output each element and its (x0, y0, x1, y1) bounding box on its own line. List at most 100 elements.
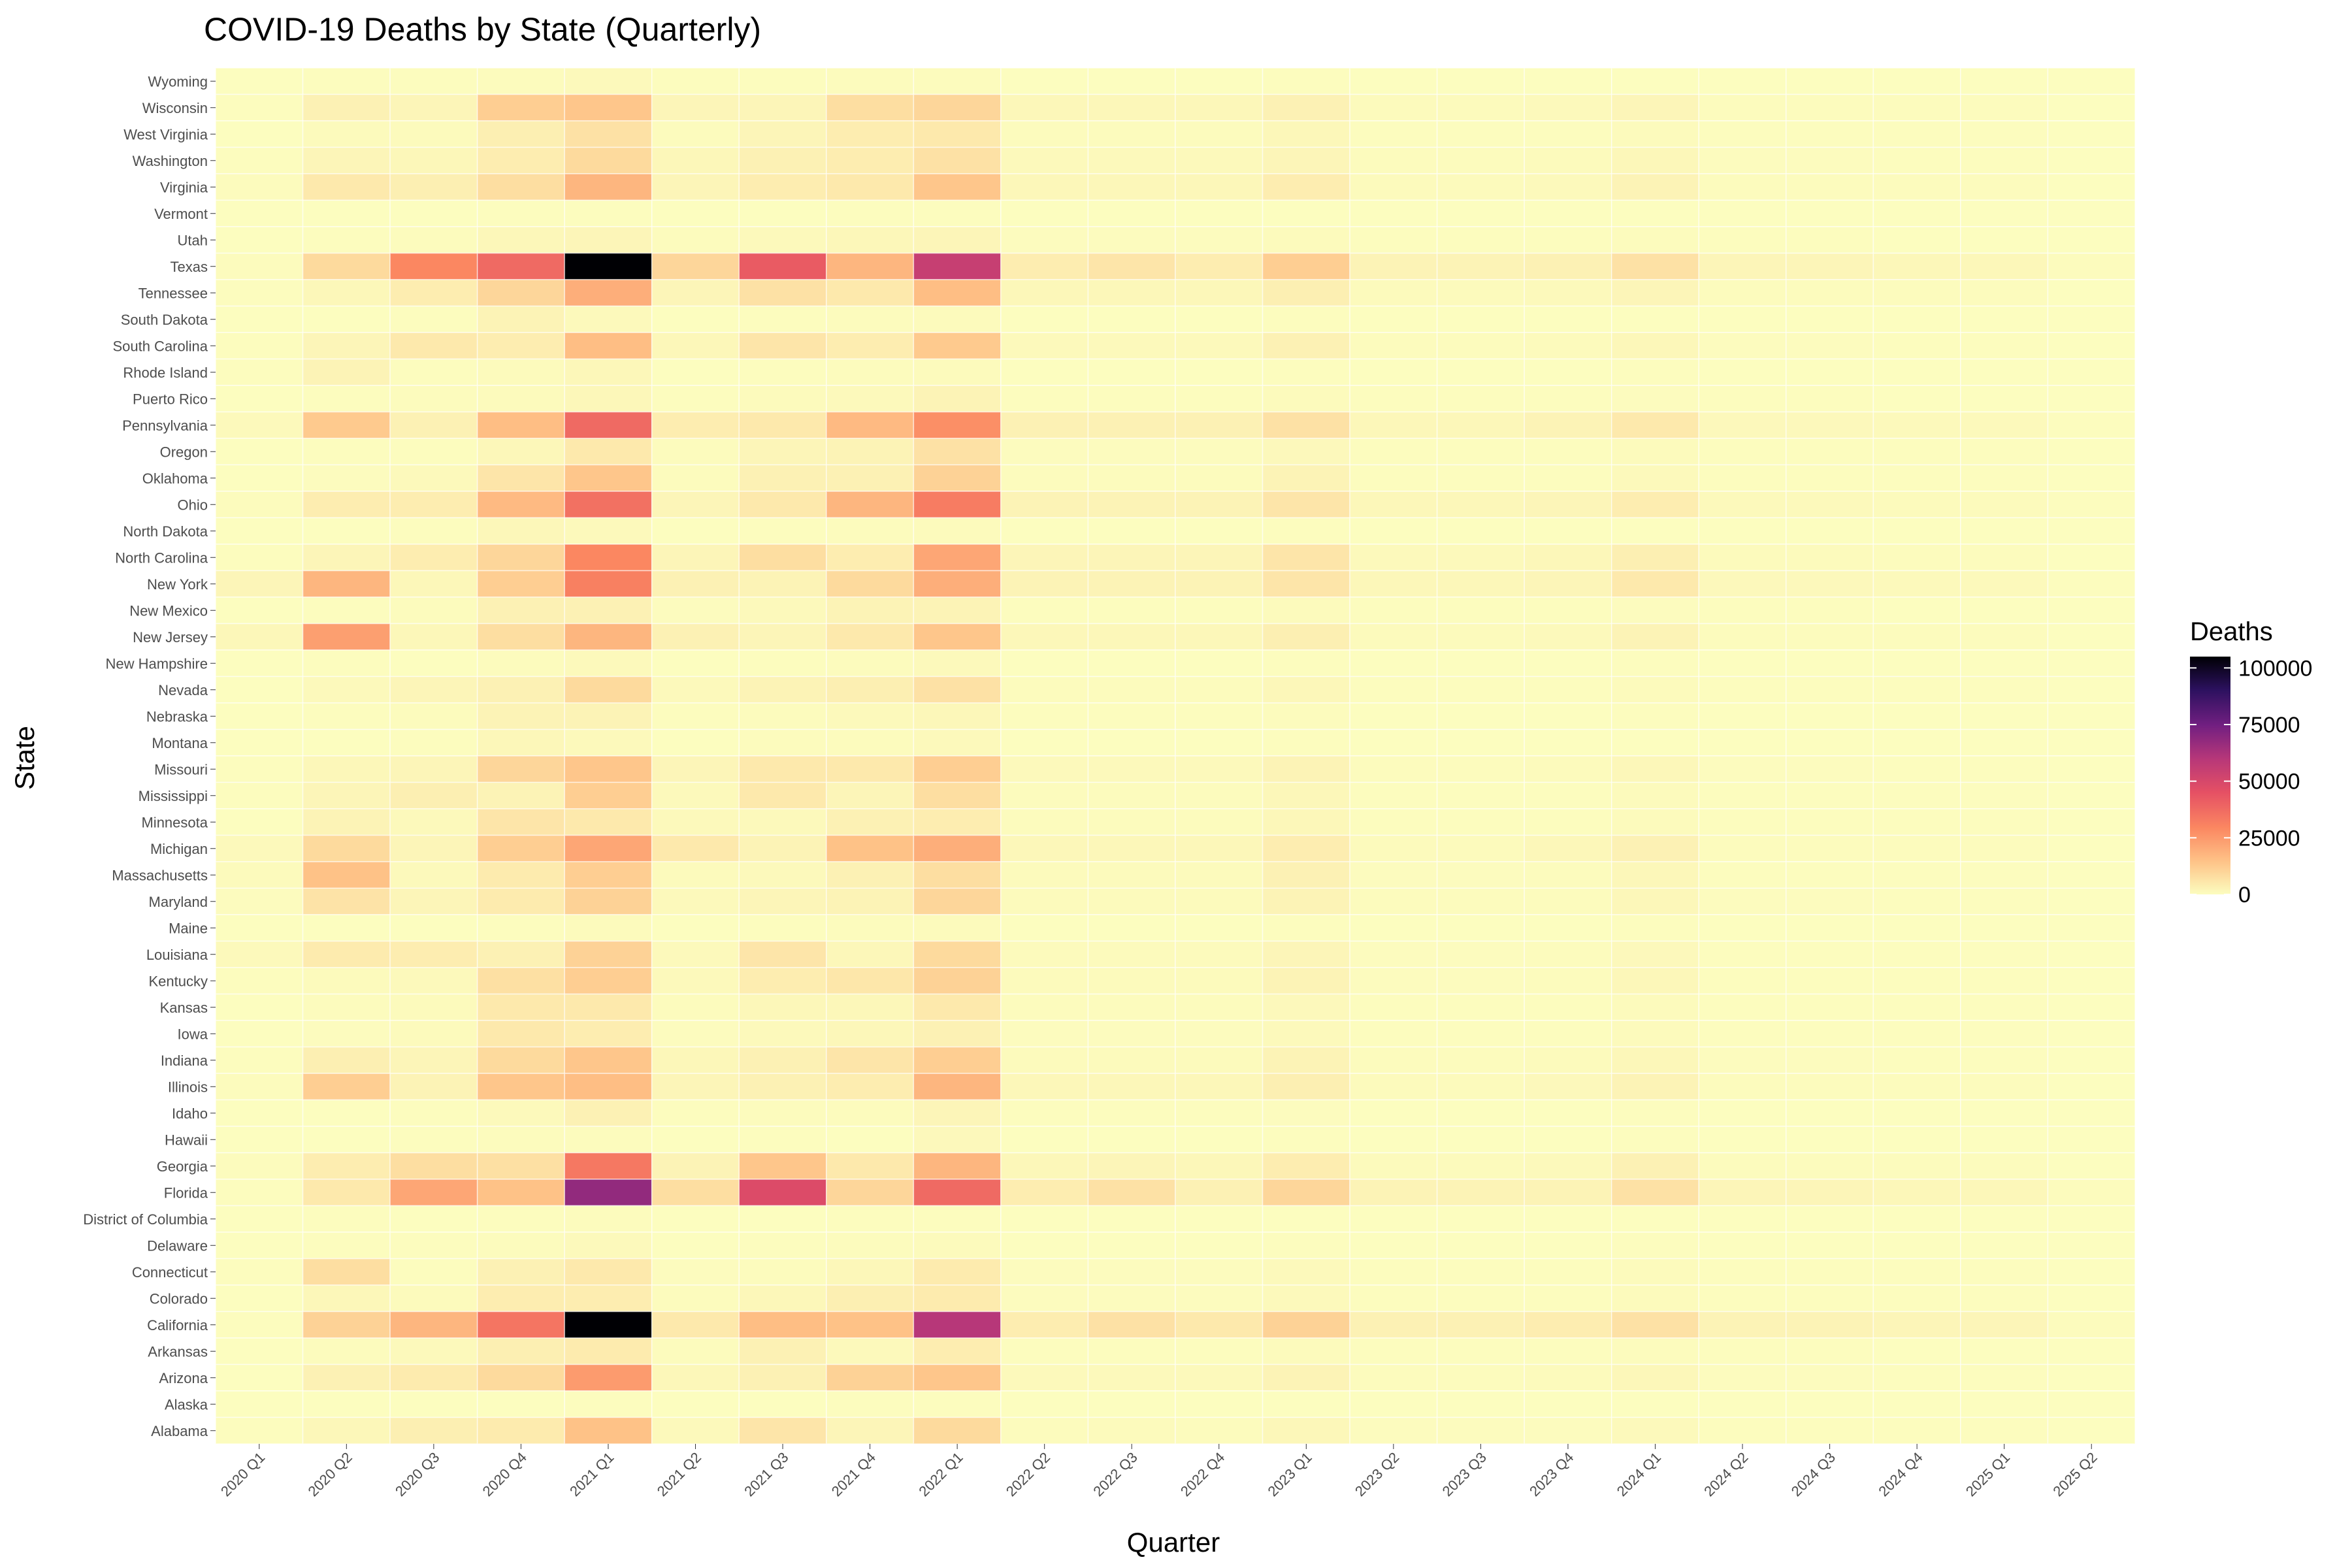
heatmap-cell (651, 438, 740, 466)
heatmap-cell (476, 1258, 565, 1286)
heatmap-cell (1436, 728, 1525, 757)
heatmap-cell (826, 728, 915, 757)
heatmap-cell (1610, 279, 1700, 307)
heatmap-cell (1960, 517, 2049, 545)
heatmap-cell (1610, 1046, 1700, 1074)
heatmap-cell (1175, 411, 1264, 439)
heatmap-cell (738, 649, 827, 678)
heatmap-cell (1786, 1258, 1874, 1286)
heatmap-cell (651, 332, 740, 360)
heatmap-cell (738, 887, 827, 915)
heatmap-cell (1349, 1179, 1438, 1207)
heatmap-cell (2047, 1364, 2136, 1392)
heatmap-cell (389, 887, 478, 915)
heatmap-cell (913, 411, 1002, 439)
heatmap-cell (302, 385, 391, 413)
heatmap-cell (1000, 252, 1089, 280)
heatmap-cell (1087, 940, 1176, 968)
heatmap-cell (476, 411, 565, 439)
heatmap-cell (2047, 1337, 2136, 1365)
heatmap-cell (1349, 1046, 1438, 1074)
heatmap-cell (1524, 93, 1612, 122)
heatmap-cell (476, 755, 565, 783)
heatmap-cell (564, 1364, 653, 1392)
heatmap-cell (1872, 385, 1961, 413)
heatmap-cell (1349, 305, 1438, 333)
heatmap-cell (1175, 1232, 1264, 1260)
heatmap-cell (1000, 544, 1089, 572)
heatmap-cell (1698, 1046, 1787, 1074)
heatmap-cell (476, 146, 565, 174)
heatmap-cell (1262, 1179, 1350, 1207)
heatmap-cell (1436, 385, 1525, 413)
heatmap-cell (215, 1152, 304, 1180)
heatmap-cell (1000, 199, 1089, 227)
heatmap-cell (1087, 1258, 1176, 1286)
heatmap-cell (564, 252, 653, 280)
heatmap-cell (476, 649, 565, 678)
heatmap-cell (1524, 517, 1612, 545)
heatmap-cell (826, 1416, 915, 1445)
heatmap-cell (215, 728, 304, 757)
heatmap-cell (389, 702, 478, 730)
heatmap-cell (1872, 67, 1961, 95)
heatmap-cell (1000, 385, 1089, 413)
heatmap-cell (1610, 861, 1700, 889)
heatmap-cell (826, 1073, 915, 1101)
heatmap-cell (1524, 491, 1612, 519)
heatmap-cell (1786, 702, 1874, 730)
heatmap-cell (1262, 544, 1350, 572)
heatmap-cell (1262, 967, 1350, 995)
heatmap-cell (215, 1416, 304, 1445)
y-tick-label: Nebraska (146, 708, 208, 725)
heatmap-cell (826, 120, 915, 148)
heatmap-cell (1610, 1390, 1700, 1418)
heatmap-cell (1436, 834, 1525, 862)
heatmap-cell (1524, 199, 1612, 227)
heatmap-cell (1786, 464, 1874, 492)
heatmap-cell (1786, 1073, 1874, 1101)
heatmap-cell (1436, 702, 1525, 730)
heatmap-cell (564, 1258, 653, 1286)
heatmap-cell (215, 1126, 304, 1154)
heatmap-cell (1524, 834, 1612, 862)
heatmap-cell (476, 67, 565, 95)
heatmap-cell (1175, 649, 1264, 678)
heatmap-cell (564, 781, 653, 809)
heatmap-cell (1786, 596, 1874, 625)
heatmap-cell (389, 755, 478, 783)
heatmap-cell (389, 1364, 478, 1392)
heatmap-cell (1175, 1073, 1264, 1101)
heatmap-cell (1960, 1337, 2049, 1365)
heatmap-cell (1698, 914, 1787, 942)
heatmap-cell (1349, 411, 1438, 439)
heatmap-cell (913, 596, 1002, 625)
heatmap-cell (1262, 93, 1350, 122)
heatmap-cell (1698, 385, 1787, 413)
heatmap-cell (1175, 438, 1264, 466)
heatmap-cell (564, 1284, 653, 1313)
y-tick-label: Maryland (149, 894, 208, 910)
heatmap-cell (564, 491, 653, 519)
heatmap-cell (2047, 1311, 2136, 1339)
heatmap-cell (2047, 1020, 2136, 1048)
heatmap-cell (1960, 199, 2049, 227)
heatmap-cell (826, 93, 915, 122)
heatmap-cell (564, 887, 653, 915)
heatmap-cell (1524, 1099, 1612, 1127)
heatmap-cell (913, 676, 1002, 704)
heatmap-cell (564, 728, 653, 757)
heatmap-cell (826, 491, 915, 519)
y-tick-label: Missouri (154, 761, 208, 777)
heatmap-cell (302, 1020, 391, 1048)
y-tick-label: Louisiana (146, 947, 208, 963)
heatmap-cell (389, 1046, 478, 1074)
heatmap-cell (1960, 305, 2049, 333)
heatmap-cell (1786, 279, 1874, 307)
heatmap-cell (2047, 252, 2136, 280)
heatmap-cell (1436, 491, 1525, 519)
x-tick-label: 2023 Q2 (1352, 1449, 1402, 1499)
heatmap-cell (1872, 596, 1961, 625)
heatmap-cell (2047, 67, 2136, 95)
heatmap-cell (1872, 755, 1961, 783)
